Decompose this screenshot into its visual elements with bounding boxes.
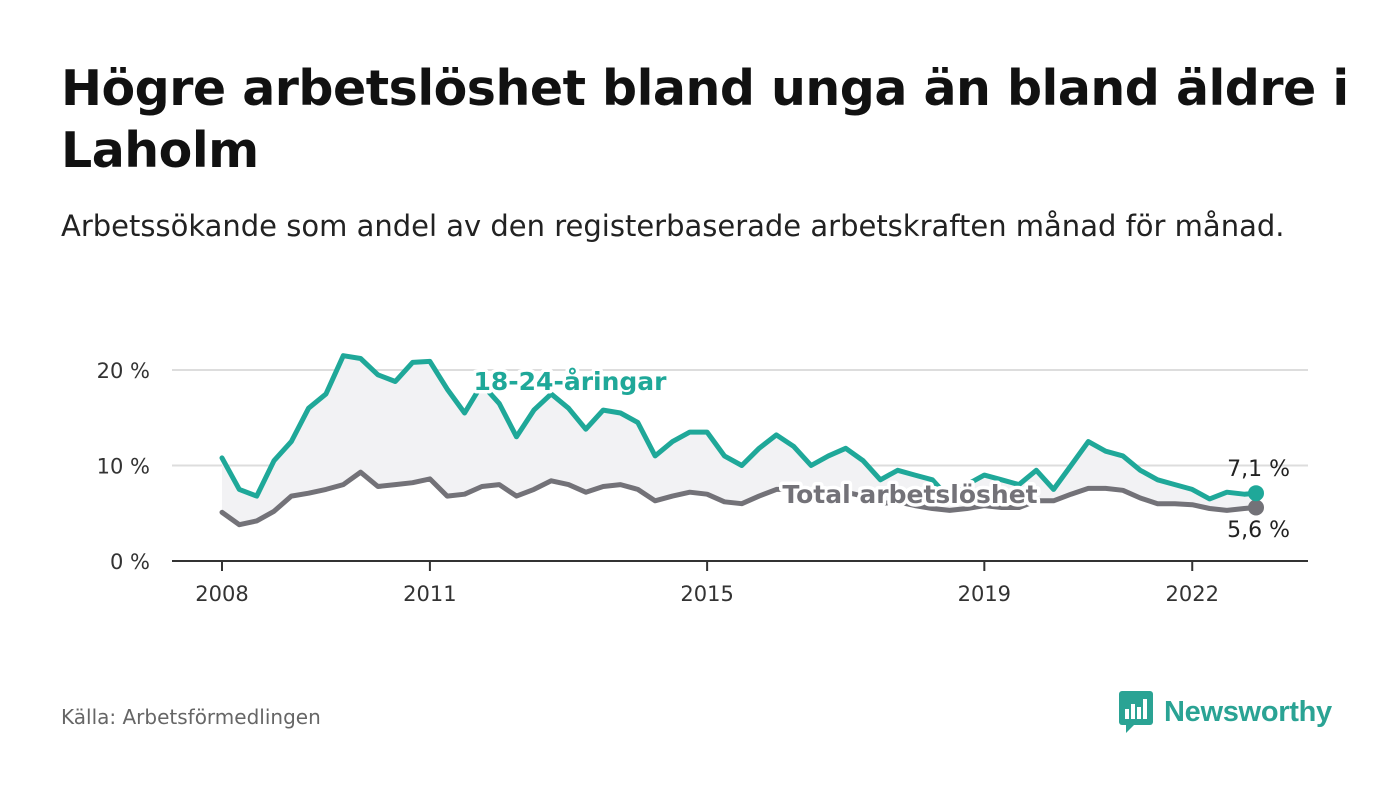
youth-end-marker xyxy=(1248,485,1264,502)
youth-series-line xyxy=(219,353,1259,502)
chart-subtitle: Arbetssökande som andel av den registerb… xyxy=(61,209,1285,243)
y-tick-label: 20 % xyxy=(97,359,150,383)
line-chart: 0 % 10 % 20 % 2008 2011 2015 2019 2022 18-24-år… xyxy=(97,353,1308,606)
total-end-marker xyxy=(1248,499,1264,516)
source-note: Källa: Arbetsförmedlingen xyxy=(61,705,321,729)
youth-series-label: 18-24-åringar xyxy=(474,367,668,396)
x-tick-label: 2008 xyxy=(195,582,248,606)
newsworthy-logo-icon xyxy=(1119,691,1153,733)
difference-band xyxy=(222,355,1256,525)
total-series-line xyxy=(219,469,1259,528)
x-tick-label: 2015 xyxy=(680,582,733,606)
x-tick-label: 2019 xyxy=(958,582,1011,606)
y-tick-label: 10 % xyxy=(97,455,150,479)
total-series-label: Total arbetslöshet xyxy=(782,480,1037,509)
brand-name: Newsworthy xyxy=(1164,695,1332,728)
newsworthy-logo: Newsworthy xyxy=(1118,690,1332,734)
chart-title: Högre arbetslöshet bland unga än bland ä… xyxy=(61,60,1349,179)
youth-end-value-label: 7,1 % xyxy=(1227,457,1290,482)
x-tick-label: 2011 xyxy=(403,582,456,606)
total-end-value-label: 5,6 % xyxy=(1227,518,1290,543)
x-tick-label: 2022 xyxy=(1166,582,1219,606)
y-tick-label: 0 % xyxy=(110,550,150,574)
